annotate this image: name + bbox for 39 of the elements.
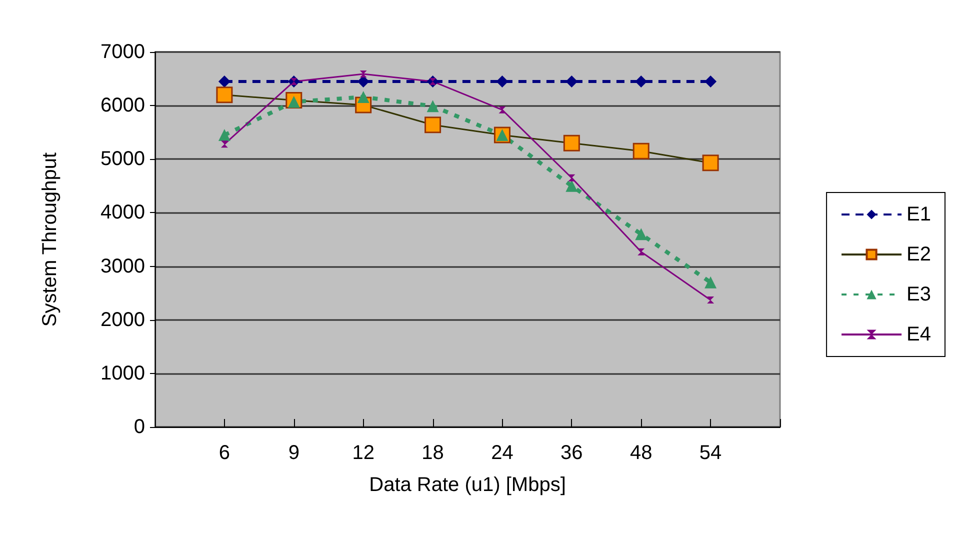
point (566, 75, 578, 88)
x-tick-label: 24 (491, 442, 514, 464)
x-tick-label: 9 (288, 442, 300, 464)
point (496, 75, 508, 88)
point (426, 100, 439, 112)
point (566, 180, 578, 192)
point (357, 91, 370, 103)
x-axis-title: Data Rate (u1) [Mbps] (369, 474, 566, 496)
y-tick-label: 1000 (100, 362, 145, 384)
y-tick-label: 4000 (100, 202, 145, 224)
y-tick-label: 7000 (100, 41, 145, 63)
y-tick-label: 3000 (100, 255, 145, 278)
point (220, 140, 228, 148)
legend-label: E1 (906, 204, 932, 226)
legend-label: E4 (906, 324, 932, 346)
point (635, 228, 648, 240)
legend-label: E2 (906, 244, 932, 266)
point (704, 276, 717, 288)
y-axis-title: System Throughput (39, 152, 61, 327)
x-tick-label: 6 (218, 442, 230, 464)
x-tick-label: 48 (630, 442, 652, 464)
legend-label: E3 (906, 284, 932, 306)
x-tick-label: 36 (560, 442, 583, 464)
y-tick-label: 2000 (100, 308, 145, 331)
point (707, 296, 714, 304)
x-tick-label: 12 (352, 442, 374, 464)
point (638, 248, 645, 256)
point (704, 75, 717, 88)
x-tick-label: 18 (422, 442, 444, 464)
point (218, 75, 230, 88)
y-tick-label: 0 (134, 416, 145, 438)
point (360, 70, 367, 78)
point (498, 106, 506, 114)
y-tick-label: 6000 (100, 94, 145, 117)
x-tick-label: 54 (699, 442, 722, 464)
point (568, 174, 576, 182)
point (635, 75, 648, 88)
point (218, 129, 230, 142)
y-tick-label: 5000 (100, 148, 145, 170)
